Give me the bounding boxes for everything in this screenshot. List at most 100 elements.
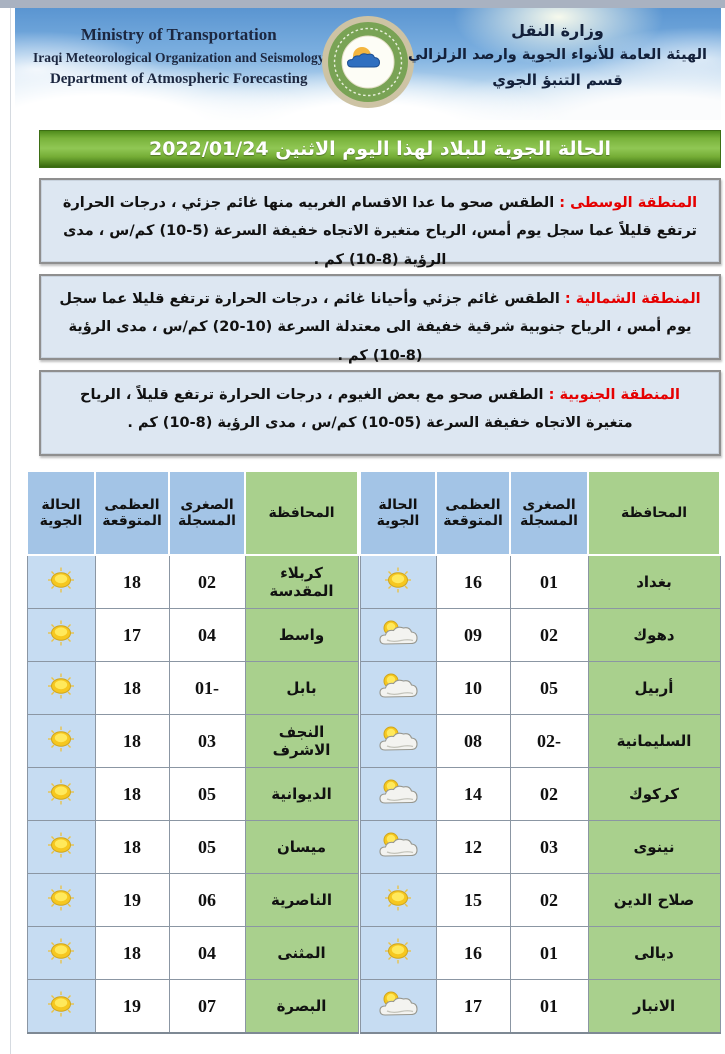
table-row: صلاح الدين 02 15 [359, 873, 721, 927]
table-header-row: المحافظة الصغرى المسجلة العظمى المتوقعة … [26, 470, 359, 556]
weather-icon-cell [359, 714, 437, 768]
min-temp-cell: 03 [168, 714, 246, 768]
max-temp-cell: 15 [435, 873, 511, 927]
sunny-icon [48, 620, 74, 646]
department-name-ar: قسم التنبؤ الجوي [492, 71, 623, 90]
weather-icon-cell [359, 979, 437, 1034]
max-temp-cell: 18 [94, 554, 170, 609]
partly-cloudy-icon [379, 779, 418, 804]
min-temp-cell: 01 [509, 979, 589, 1034]
governorate-cell: ديالى [587, 926, 721, 980]
min-temp-cell: 05 [168, 820, 246, 874]
max-temp-cell: 14 [435, 767, 511, 821]
column-header-condition: الحالة الجوية [359, 470, 437, 556]
weather-icon-cell [26, 873, 96, 927]
governorate-cell: الانبار [587, 979, 721, 1034]
ministry-header-english: Ministry of Transportation Iraqi Meteoro… [33, 22, 324, 90]
partly-cloudy-icon [379, 726, 418, 751]
weather-icon-cell [359, 554, 437, 609]
weather-icon-cell [26, 979, 96, 1034]
region-forecast-text-southern: الطقس صحو مع بعض الغيوم ، درجات الحرارة … [80, 387, 633, 432]
column-header-min-recorded: الصغرى المسجلة [168, 470, 246, 556]
governorate-cell: المثنى [244, 926, 359, 980]
max-temp-cell: 16 [435, 554, 511, 609]
governorate-cell: البصرة [244, 979, 359, 1034]
min-temp-cell: -02 [509, 714, 589, 768]
table-row: الديوانية 05 18 [26, 767, 359, 821]
northern-region-forecast-box: المنطقة الشمالية : الطقس غائم جزئي وأحيا… [39, 274, 721, 364]
sunny-icon [48, 567, 74, 593]
table-header-row: المحافظة الصغرى المسجلة العظمى المتوقعة … [359, 470, 721, 556]
min-temp-cell: 05 [509, 661, 589, 715]
min-temp-cell: 04 [168, 608, 246, 662]
partly-cloudy-icon [379, 673, 418, 698]
governorate-cell: كركوك [587, 767, 721, 821]
ministry-name-ar: وزارة النقل [511, 21, 604, 40]
governorate-forecast-tables: المحافظة الصغرى المسجلة العظمى المتوقعة … [26, 470, 721, 1034]
min-temp-cell: 06 [168, 873, 246, 927]
southern-region-forecast-box: المنطقة الجنوبية : الطقس صحو مع بعض الغي… [39, 370, 721, 456]
min-temp-cell: 02 [509, 767, 589, 821]
weather-icon-cell [26, 714, 96, 768]
governorate-cell: بغداد [587, 554, 721, 609]
weather-icon-cell [26, 767, 96, 821]
weather-icon-cell [359, 926, 437, 980]
ministry-name-en: Ministry of Transportation [80, 25, 277, 44]
sunny-icon [385, 567, 411, 593]
max-temp-cell: 19 [94, 979, 170, 1034]
max-temp-cell: 18 [94, 820, 170, 874]
min-temp-cell: 01 [509, 926, 589, 980]
table-row: بابل -01 18 [26, 661, 359, 715]
ministry-header-arabic: وزارة النقل الهيئة العامة للأنواء الجوية… [408, 18, 707, 93]
min-temp-cell: 02 [168, 554, 246, 609]
governorate-table-right: المحافظة الصغرى المسجلة العظمى المتوقعة … [359, 470, 721, 1034]
min-temp-cell: 01 [509, 554, 589, 609]
weather-bulletin-page: Ministry of Transportation Iraqi Meteoro… [10, 8, 725, 1054]
max-temp-cell: 16 [435, 926, 511, 980]
max-temp-cell: 19 [94, 873, 170, 927]
weather-icon-cell [26, 554, 96, 609]
min-temp-cell: 02 [509, 873, 589, 927]
sunny-icon [48, 885, 74, 911]
iraqi-meteorological-organization-logo [321, 15, 415, 113]
table-row: الناصرية 06 19 [26, 873, 359, 927]
region-name-northern: المنطقة الشمالية : [564, 291, 701, 307]
governorate-cell: السليمانية [587, 714, 721, 768]
governorate-cell: واسط [244, 608, 359, 662]
weather-icon-cell [359, 608, 437, 662]
weather-icon-cell [359, 873, 437, 927]
bulletin-title: الحالة الجوية للبلاد لهذا اليوم الاثنين … [149, 138, 612, 160]
table-row: الانبار 01 17 [359, 979, 721, 1034]
governorate-cell: كربلاء المقدسة [244, 554, 359, 609]
min-temp-cell: 04 [168, 926, 246, 980]
sunny-icon [385, 938, 411, 964]
governorate-cell: نينوى [587, 820, 721, 874]
sunny-icon [48, 991, 74, 1017]
governorate-cell: أربيل [587, 661, 721, 715]
partly-cloudy-icon [379, 832, 418, 857]
governorate-table-left: المحافظة الصغرى المسجلة العظمى المتوقعة … [26, 470, 359, 1034]
column-header-max-expected: العظمى المتوقعة [435, 470, 511, 556]
region-forecast-text-central: الطقس صحو ما عدا الاقسام الغربيه منها غا… [62, 195, 697, 268]
partly-cloudy-icon [379, 620, 418, 645]
max-temp-cell: 10 [435, 661, 511, 715]
max-temp-cell: 17 [94, 608, 170, 662]
table-row: واسط 04 17 [26, 608, 359, 662]
table-row: أربيل 05 10 [359, 661, 721, 715]
region-name-southern: المنطقة الجنوبية : [548, 387, 680, 403]
sunny-icon [48, 779, 74, 805]
weather-icon-cell [26, 820, 96, 874]
column-header-governorate: المحافظة [244, 470, 359, 556]
scan-top-edge [0, 0, 725, 8]
governorate-cell: النجف الاشرف [244, 714, 359, 768]
max-temp-cell: 09 [435, 608, 511, 662]
organization-name-ar: الهيئة العامة للأنواء الجوية وارصد الزلز… [408, 47, 707, 64]
min-temp-cell: 05 [168, 767, 246, 821]
weather-icon-cell [26, 608, 96, 662]
sunny-icon [48, 938, 74, 964]
column-header-governorate: المحافظة [587, 470, 721, 556]
max-temp-cell: 18 [94, 767, 170, 821]
sunny-icon [48, 832, 74, 858]
table-row: دهوك 02 09 [359, 608, 721, 662]
column-header-max-expected: العظمى المتوقعة [94, 470, 170, 556]
